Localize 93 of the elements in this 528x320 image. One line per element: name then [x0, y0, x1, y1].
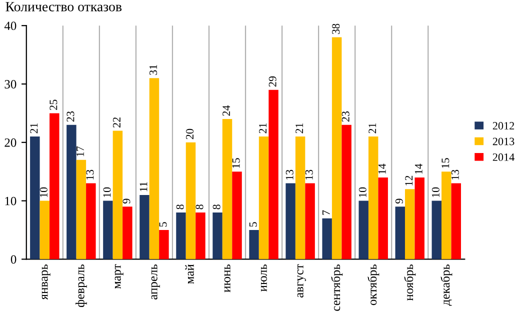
x-tick-label: ноябрь — [404, 264, 416, 301]
data-label: 17 — [76, 146, 84, 156]
data-label: 10 — [358, 187, 366, 198]
y-tick-label: 30 — [4, 80, 16, 88]
bar — [186, 142, 196, 260]
bar — [286, 183, 296, 260]
data-label: 5 — [159, 222, 167, 227]
bar — [395, 206, 405, 260]
data-label: 9 — [122, 198, 130, 204]
data-label: 21 — [296, 123, 303, 134]
x-tick-label: июнь — [224, 264, 230, 292]
bar — [332, 37, 342, 260]
data-label: 15 — [442, 158, 450, 168]
data-label: 7 — [322, 210, 330, 215]
data-label: 21 — [259, 123, 266, 134]
y-tick-label: 40 — [4, 22, 16, 30]
x-tick-label: август — [297, 264, 306, 298]
y-tick-label: 20 — [4, 138, 16, 147]
chart-title: Количество отказов — [6, 2, 122, 12]
bar — [212, 212, 222, 260]
bar — [176, 212, 186, 260]
bar — [159, 230, 169, 260]
bar — [404, 189, 415, 260]
bar — [414, 177, 424, 260]
data-label: 25 — [50, 100, 58, 110]
x-tick-label: февраль — [76, 264, 87, 308]
x-tick-label: декабрь — [440, 264, 452, 306]
bar — [232, 172, 242, 260]
bar — [305, 183, 315, 260]
data-label: 20 — [186, 128, 194, 140]
x-tick-label: март — [114, 264, 124, 289]
x-tick-label: июль — [260, 264, 267, 292]
data-label: 10 — [432, 187, 440, 198]
data-label: 13 — [86, 170, 94, 180]
data-label: 14 — [378, 164, 386, 174]
bar — [112, 130, 123, 260]
bar — [50, 113, 60, 260]
legend-label: 2014 — [492, 153, 514, 161]
bar — [442, 172, 452, 260]
bar — [268, 90, 278, 260]
bar — [103, 200, 113, 260]
data-label: 13 — [305, 170, 313, 180]
x-tick-label: сентябрь — [331, 264, 343, 311]
bar — [342, 124, 352, 260]
data-label: 10 — [40, 187, 48, 198]
data-label: 13 — [286, 170, 294, 180]
bar — [66, 124, 76, 260]
data-label: 31 — [150, 64, 157, 75]
data-label: 12 — [405, 176, 413, 186]
bar — [358, 200, 368, 260]
data-label: 15 — [232, 158, 240, 168]
data-label: 8 — [176, 204, 184, 210]
data-label: 8 — [212, 204, 220, 210]
bar — [322, 218, 332, 260]
x-tick-label: май — [185, 264, 194, 284]
y-tick-label: 10 — [5, 196, 16, 206]
x-tick-label: апрель — [151, 264, 160, 300]
bar — [196, 212, 206, 260]
bar — [122, 206, 132, 260]
bar — [30, 136, 40, 260]
data-label: 5 — [249, 222, 257, 227]
bar — [149, 78, 160, 260]
data-label: 29 — [268, 76, 276, 87]
bar — [76, 160, 86, 260]
data-label: 23 — [66, 111, 74, 122]
bar — [222, 119, 232, 260]
data-label: 23 — [342, 111, 350, 122]
data-label: 22 — [113, 117, 120, 128]
data-label: 38 — [332, 24, 340, 34]
data-label: 21 — [30, 123, 38, 134]
bar — [451, 183, 461, 260]
bar — [140, 194, 150, 260]
data-label: 21 — [368, 123, 376, 134]
data-label: 14 — [414, 164, 422, 174]
legend-label: 2013 — [492, 138, 514, 146]
bar — [432, 200, 442, 260]
bar — [86, 183, 96, 260]
bar — [40, 200, 50, 260]
y-tick-label: 0 — [10, 255, 16, 264]
data-label: 24 — [222, 105, 230, 116]
data-label: 13 — [451, 170, 459, 180]
bar — [295, 136, 306, 260]
bar — [249, 230, 259, 260]
data-label: 9 — [395, 198, 403, 204]
data-label: 10 — [103, 187, 111, 198]
legend-label: 2012 — [492, 122, 514, 130]
bar — [368, 136, 378, 260]
data-label: 11 — [140, 182, 148, 192]
bar — [378, 177, 388, 260]
x-tick-label: октябрь — [368, 264, 380, 306]
x-tick-label: январь — [42, 264, 50, 300]
data-label: 8 — [196, 204, 204, 210]
bar — [258, 136, 269, 260]
